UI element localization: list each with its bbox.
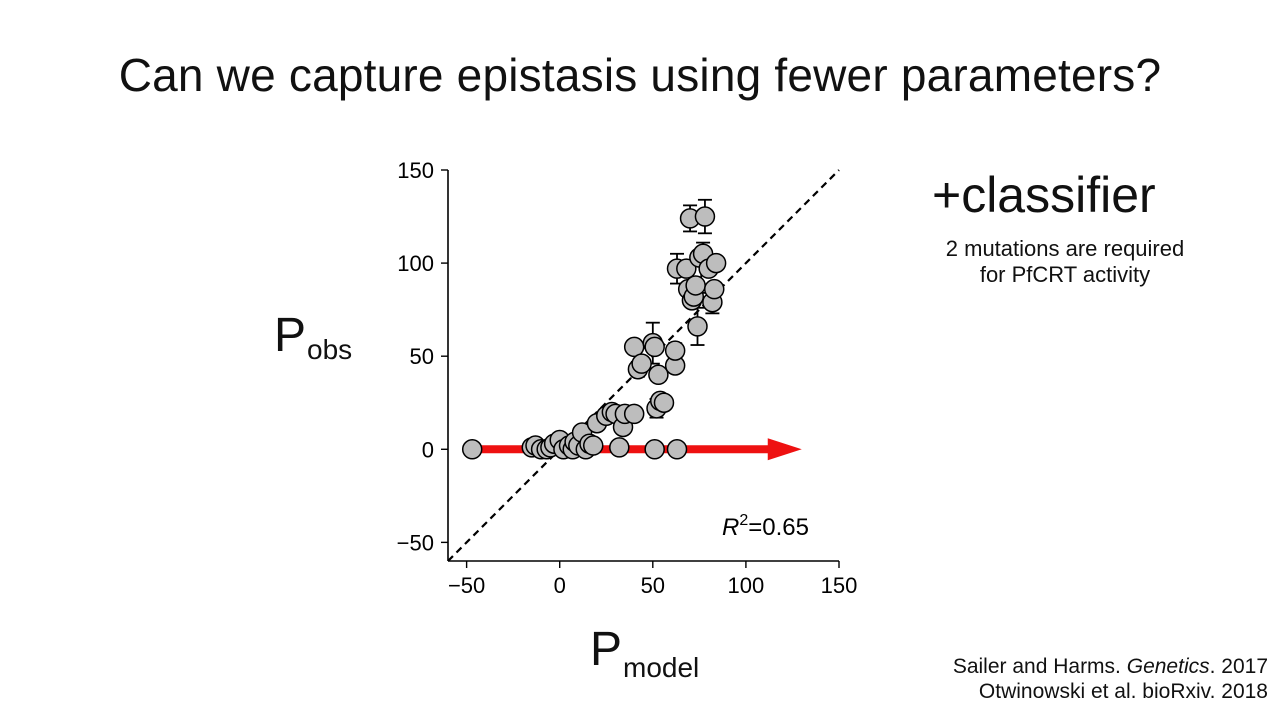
arrow-group [472,438,802,461]
y-axis-label-main: P [274,309,307,362]
y-tick-label: 50 [410,344,434,369]
r-squared-symbol: R [722,514,739,541]
data-point [644,336,665,358]
slide-title: Can we capture epistasis using fewer par… [118,49,1162,101]
data-point [694,206,716,227]
axes [441,169,840,568]
citation-1-journal: Genetics [1126,655,1210,678]
data-point [705,252,727,274]
classifier-note-line2: for PfCRT activity [979,262,1151,288]
red-arrow-head [767,438,802,461]
data-point [666,439,688,460]
citation-1: Sailer and Harms. Genetics. 2017 [953,654,1268,679]
x-tick-label: 150 [821,573,858,598]
x-axis-label: Pmodel [590,626,699,682]
citations: Sailer and Harms. Genetics. 2017 Otwinow… [953,654,1268,704]
x-axis-label-sub: model [623,652,700,683]
data-point [676,258,697,279]
data-points [461,206,727,460]
data-point [653,392,675,413]
citation-1-year: . 2017 [1209,655,1268,678]
data-point [685,275,706,296]
data-point [687,316,708,337]
data-point [623,403,645,425]
data-point [664,340,686,361]
data-point [631,353,652,374]
citation-2: Otwinowski et al. bioRxiv. 2018 [978,680,1268,704]
y-tick-label: 150 [397,158,434,183]
x-axis-label-main: P [590,623,623,676]
data-point [609,437,630,458]
y-tick-label: 100 [397,251,434,276]
x-tick-label: 0 [554,573,566,598]
classifier-heading: +classifier [932,167,1156,223]
x-tick-label: 50 [641,573,665,598]
y-tick-label: 0 [422,437,434,462]
r-squared-value: =0.65 [748,514,809,541]
r-squared-label: R2=0.65 [722,512,809,541]
y-tick-label: −50 [397,530,434,555]
y-axis-label: Pobs [274,312,352,364]
citation-1-authors: Sailer and Harms. [952,655,1127,678]
x-tick-label: 100 [728,573,765,598]
data-point [704,278,725,300]
data-point [461,439,483,460]
classifier-note: 2 mutations are required for PfCRT activ… [905,236,1225,289]
classifier-note-line1: 2 mutations are required [945,236,1185,261]
tick-labels: −50 0 50 100 150 −50 0 50 100 150 [397,158,858,598]
data-point [648,364,669,386]
y-axis-label-sub: obs [307,334,353,365]
data-point [644,439,665,460]
data-point [582,435,604,456]
r-squared-superscript: 2 [739,512,748,529]
x-tick-label: −50 [448,573,485,598]
